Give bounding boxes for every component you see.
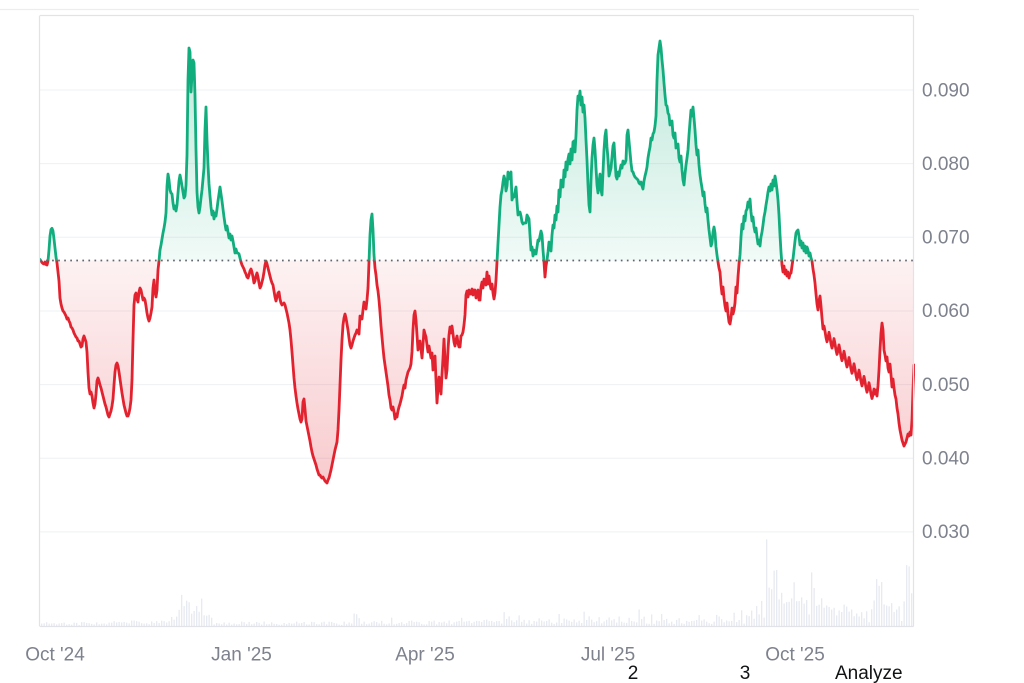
svg-text:0.090: 0.090 — [922, 80, 970, 101]
svg-text:Analyze: Analyze — [835, 663, 903, 683]
svg-text:Oct '24: Oct '24 — [25, 645, 85, 666]
svg-text:0.060: 0.060 — [922, 301, 970, 322]
svg-text:2: 2 — [628, 663, 639, 683]
svg-text:0.030: 0.030 — [922, 522, 970, 543]
svg-text:Jul '25: Jul '25 — [581, 645, 635, 666]
svg-text:0.050: 0.050 — [922, 375, 970, 396]
svg-text:0.070: 0.070 — [922, 228, 970, 249]
svg-text:3: 3 — [740, 663, 751, 683]
svg-text:0.040: 0.040 — [922, 449, 970, 470]
svg-text:Oct '25: Oct '25 — [765, 645, 825, 666]
svg-text:Jan '25: Jan '25 — [211, 645, 272, 666]
svg-text:Apr '25: Apr '25 — [395, 645, 455, 666]
svg-text:0.080: 0.080 — [922, 154, 970, 175]
